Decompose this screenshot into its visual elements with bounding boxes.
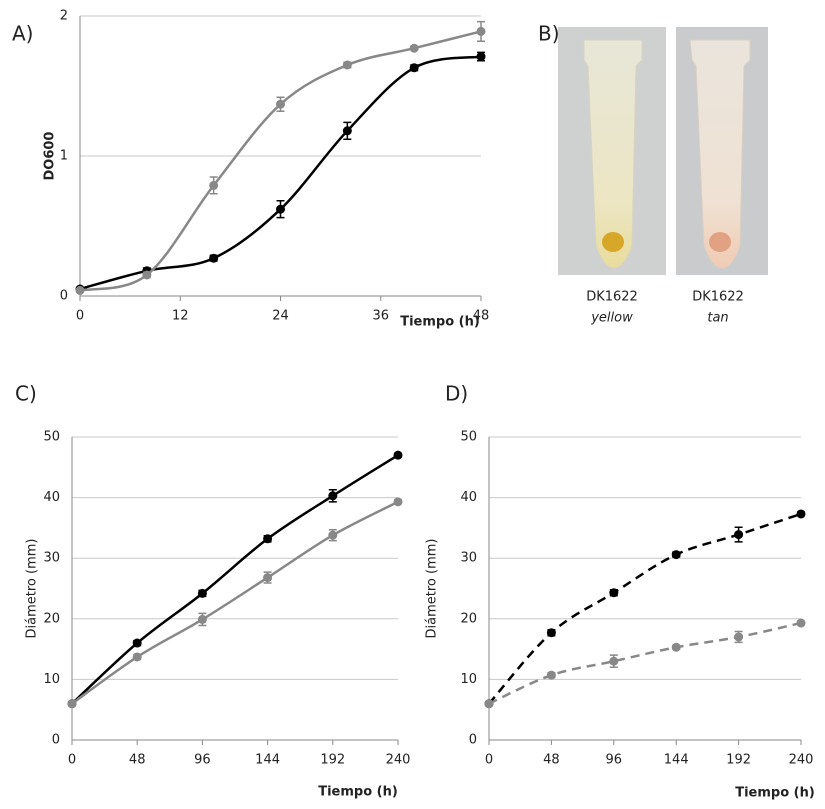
- data-point: [734, 530, 744, 540]
- data-point: [132, 652, 142, 662]
- x-tick-label: 24: [272, 309, 289, 324]
- y-axis-label: Diámetro (mm): [425, 539, 440, 639]
- data-point: [484, 699, 494, 709]
- data-point: [393, 497, 403, 507]
- x-tick-label: 240: [386, 753, 411, 768]
- x-axis-label: Tiempo (h): [735, 786, 815, 801]
- tube-name: DK1622: [586, 290, 638, 305]
- y-tick-label: 10: [43, 672, 60, 687]
- data-point: [671, 642, 681, 652]
- x-tick-label: 192: [726, 753, 751, 768]
- data-point: [409, 63, 419, 73]
- series-line: [79, 30, 482, 292]
- data-point: [546, 628, 556, 638]
- data-point: [75, 285, 85, 295]
- x-tick-label: 12: [172, 309, 189, 324]
- data-point: [609, 588, 619, 598]
- data-point: [209, 180, 219, 190]
- x-tick-label: 96: [606, 753, 623, 768]
- series-line: [71, 500, 399, 705]
- data-point: [197, 588, 207, 598]
- y-tick-label: 0: [52, 733, 60, 748]
- y-tick-label: 0: [469, 733, 477, 748]
- x-axis-label: Tiempo (h): [400, 315, 480, 330]
- data-point: [734, 632, 744, 642]
- x-tick-label: 0: [68, 753, 76, 768]
- panel-label: A): [12, 22, 33, 46]
- x-tick-label: 0: [76, 309, 84, 324]
- data-point: [393, 450, 403, 460]
- panel-label: D): [445, 382, 468, 406]
- tube: [583, 39, 643, 269]
- data-point: [342, 60, 352, 70]
- series-line: [488, 512, 802, 705]
- x-tick-label: 144: [255, 753, 280, 768]
- data-point: [132, 638, 142, 648]
- y-tick-label: 30: [43, 551, 60, 566]
- y-tick-label: 20: [43, 611, 60, 626]
- data-point: [476, 52, 486, 62]
- x-tick-label: 144: [664, 753, 689, 768]
- data-point: [328, 491, 338, 501]
- y-tick-label: 50: [460, 430, 477, 445]
- y-tick-label: 40: [43, 490, 60, 505]
- y-tick-label: 1: [60, 149, 68, 164]
- y-tick-label: 0: [60, 289, 68, 304]
- data-point: [67, 699, 77, 709]
- panel-label: C): [15, 382, 37, 406]
- data-point: [197, 614, 207, 624]
- data-point: [276, 204, 285, 214]
- data-point: [342, 126, 352, 136]
- pellet: [709, 232, 731, 252]
- y-tick-label: 30: [460, 551, 477, 566]
- y-axis-label: Diámetro (mm): [25, 539, 40, 639]
- tube-variant: tan: [707, 311, 728, 326]
- x-tick-label: 96: [194, 753, 211, 768]
- x-tick-label: 48: [543, 753, 560, 768]
- series-line: [71, 454, 399, 705]
- tube: [689, 39, 751, 269]
- pellet: [602, 232, 624, 252]
- tube-name: DK1622: [692, 290, 744, 305]
- tube-variant: yellow: [590, 311, 633, 326]
- y-tick-label: 40: [460, 490, 477, 505]
- y-tick-label: 10: [460, 672, 477, 687]
- x-tick-label: 48: [129, 753, 146, 768]
- y-tick-label: 2: [60, 9, 68, 24]
- y-axis-label: DO600: [43, 132, 58, 181]
- y-tick-label: 50: [43, 430, 60, 445]
- data-point: [263, 534, 273, 544]
- data-point: [409, 43, 419, 53]
- data-point: [209, 253, 219, 263]
- x-tick-label: 192: [320, 753, 345, 768]
- data-point: [671, 550, 681, 560]
- x-tick-label: 0: [485, 753, 493, 768]
- y-tick-label: 20: [460, 611, 477, 626]
- data-point: [276, 99, 285, 109]
- x-tick-label: 240: [789, 753, 814, 768]
- data-point: [546, 670, 556, 680]
- series-line: [79, 55, 482, 291]
- data-point: [328, 530, 338, 540]
- series-line: [488, 621, 802, 705]
- data-point: [476, 26, 486, 36]
- x-axis-label: Tiempo (h): [318, 785, 398, 800]
- x-tick-label: 48: [473, 309, 490, 324]
- data-point: [609, 656, 619, 666]
- x-tick-label: 36: [372, 309, 389, 324]
- data-point: [263, 573, 273, 583]
- data-point: [796, 509, 806, 519]
- panel-label: B): [538, 22, 560, 46]
- data-point: [796, 618, 806, 628]
- data-point: [142, 270, 152, 280]
